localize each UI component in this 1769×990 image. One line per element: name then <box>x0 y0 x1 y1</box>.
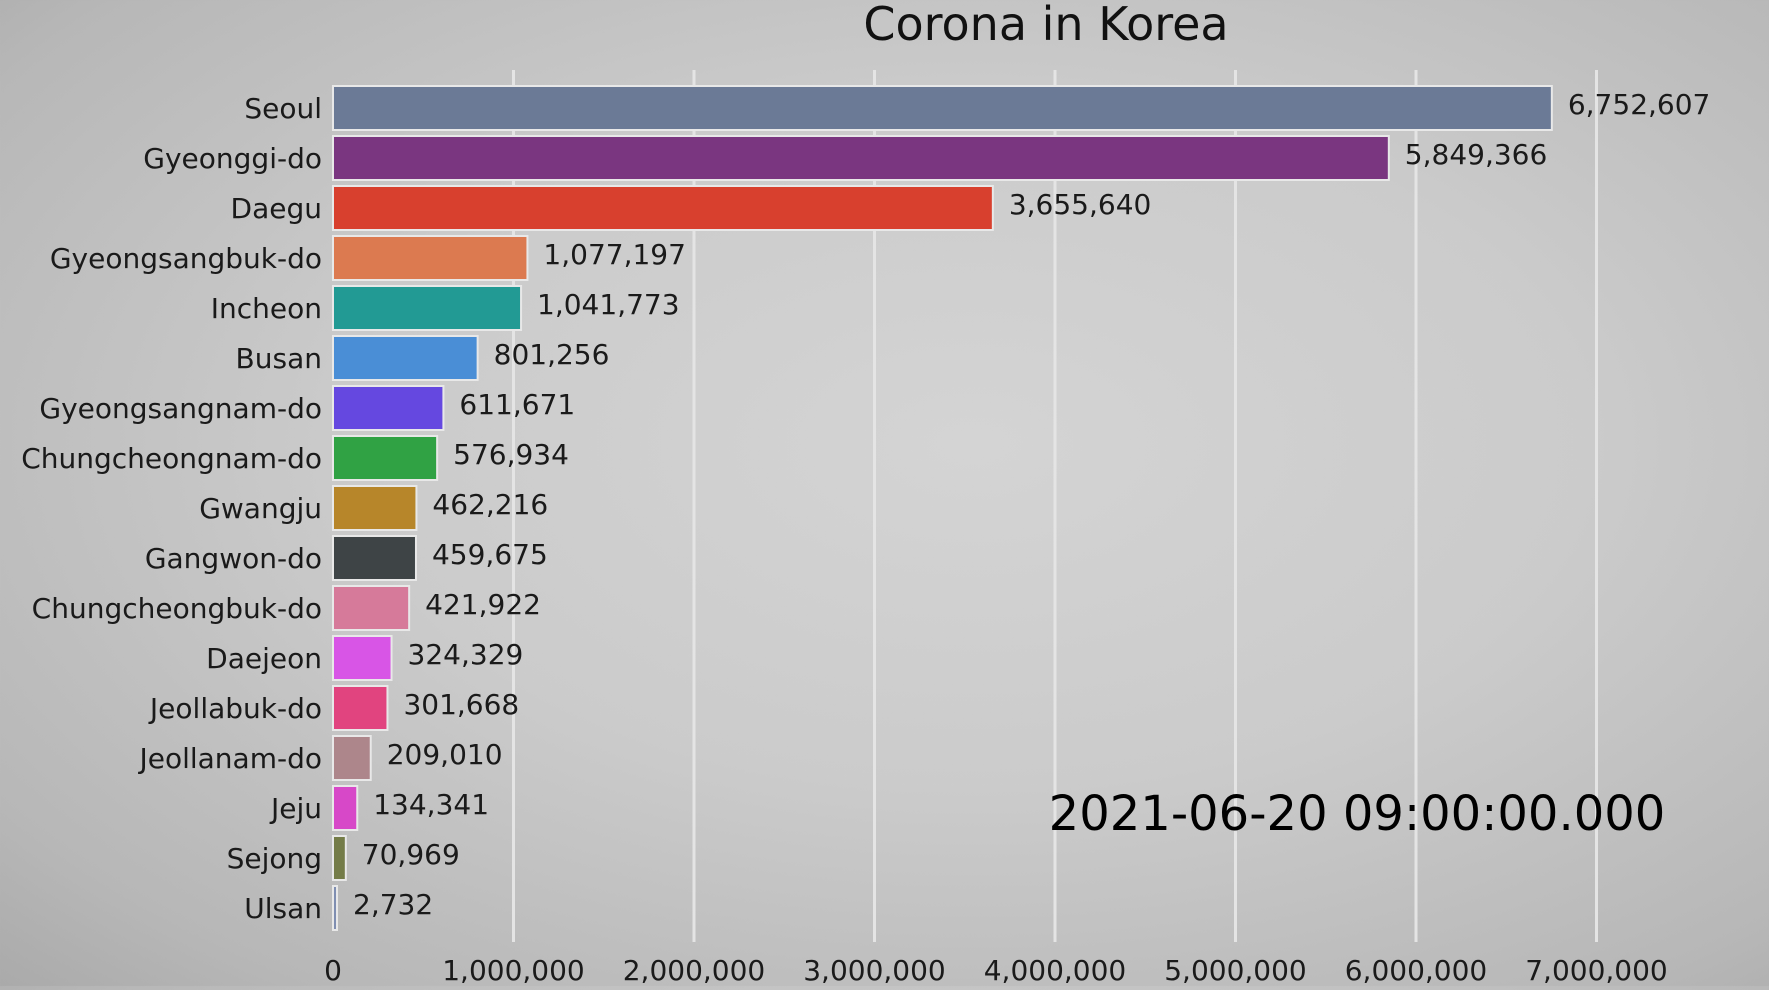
bar <box>332 635 393 681</box>
value-label: 801,256 <box>494 338 610 371</box>
x-tick-label: 6,000,000 <box>1345 954 1488 986</box>
category-label: Chungcheongbuk-do <box>32 592 322 625</box>
chart-title: Corona in Korea <box>863 0 1228 51</box>
value-label: 6,752,607 <box>1568 88 1711 121</box>
bar <box>332 485 418 531</box>
x-tick-label: 0 <box>324 954 342 986</box>
bar <box>332 435 439 481</box>
value-label: 421,922 <box>425 588 541 621</box>
x-tick-label: 1,000,000 <box>442 954 585 986</box>
bar <box>332 535 417 581</box>
category-label: Chungcheongnam-do <box>21 442 322 475</box>
value-labels: 6,752,607 5,849,366 3,655,640 1,077,197 1,04… <box>353 88 1710 921</box>
x-tick-label: 4,000,000 <box>984 954 1127 986</box>
bar <box>332 835 347 881</box>
category-labels: Seoul Gyeonggi-do Daegu Gyeongsangbuk-do Inc… <box>21 92 322 925</box>
bar <box>332 85 1553 131</box>
x-tick-label: 5,000,000 <box>1164 954 1307 986</box>
bars <box>332 85 1553 931</box>
value-label: 70,969 <box>362 838 460 871</box>
bar <box>332 385 445 431</box>
value-label: 134,341 <box>373 788 489 821</box>
bar <box>332 335 479 381</box>
category-label: Seoul <box>244 92 322 125</box>
category-label: Busan <box>236 342 322 375</box>
x-axis-ticks: 0 1,000,000 2,000,000 3,000,000 4,000,000 5,0… <box>324 954 1668 987</box>
bar <box>332 285 523 331</box>
value-label: 3,655,640 <box>1009 188 1152 221</box>
category-label: Ulsan <box>244 892 322 925</box>
bar <box>332 885 338 931</box>
category-label: Gyeonggi-do <box>143 142 322 175</box>
category-label: Gangwon-do <box>145 542 322 575</box>
category-label: Incheon <box>211 292 322 325</box>
category-label: Gyeongsangbuk-do <box>50 242 322 275</box>
category-label: Sejong <box>227 842 322 875</box>
x-tick-label: 2,000,000 <box>623 954 766 986</box>
category-label: Gwangju <box>199 492 322 525</box>
bar <box>332 735 372 781</box>
value-label: 1,041,773 <box>537 288 680 321</box>
value-label: 462,216 <box>432 488 548 521</box>
value-label: 301,668 <box>403 688 519 721</box>
category-label: Daejeon <box>206 642 322 675</box>
value-label: 2,732 <box>353 888 433 921</box>
category-label: Daegu <box>231 192 322 225</box>
bar <box>332 135 1390 181</box>
x-tick-label: 3,000,000 <box>803 954 946 986</box>
category-label: Gyeongsangnam-do <box>39 392 322 425</box>
category-label: Jeju <box>269 792 322 825</box>
value-label: 576,934 <box>453 438 569 471</box>
bar <box>332 185 994 231</box>
value-label: 209,010 <box>387 738 503 771</box>
timestamp-label: 2021-06-20 09:00:00.000 <box>1049 786 1666 842</box>
x-tick-label: 7,000,000 <box>1525 954 1668 986</box>
value-label: 1,077,197 <box>543 238 686 271</box>
bar <box>332 685 389 731</box>
bar <box>332 585 411 631</box>
value-label: 611,671 <box>459 388 575 421</box>
value-label: 324,329 <box>408 638 524 671</box>
category-label: Jeollanam-do <box>137 742 322 775</box>
value-label: 5,849,366 <box>1405 138 1548 171</box>
bar <box>332 235 529 281</box>
value-label: 459,675 <box>432 538 548 571</box>
bar <box>332 785 359 831</box>
category-label: Jeollabuk-do <box>148 692 322 725</box>
